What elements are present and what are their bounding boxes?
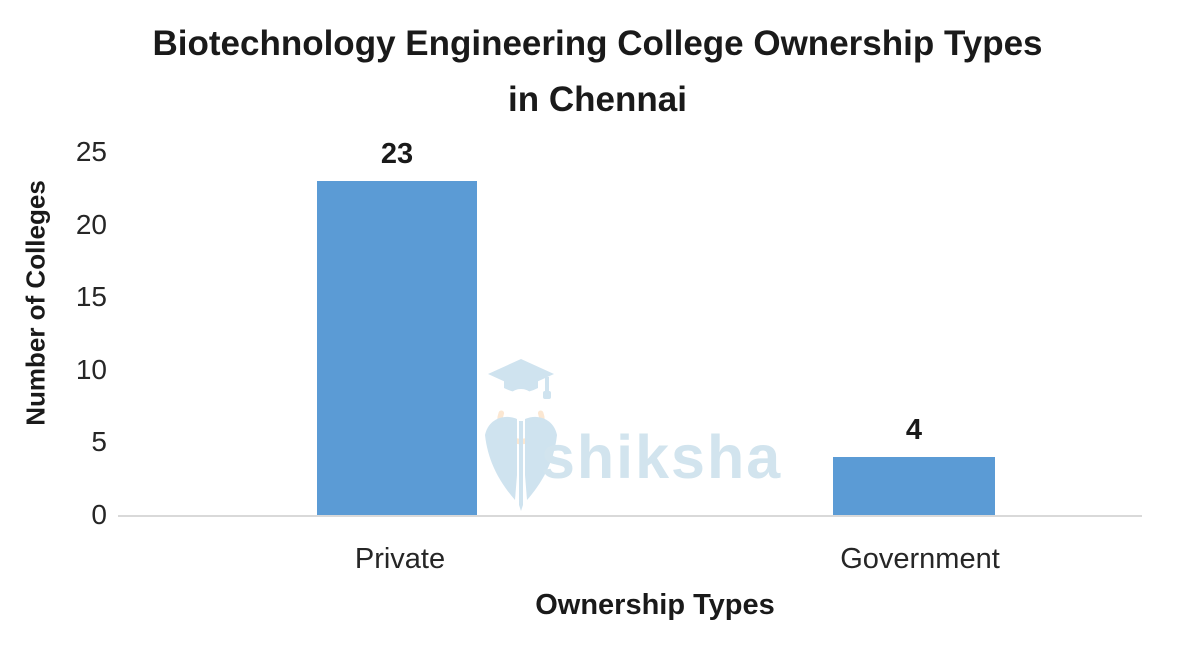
bar-government bbox=[833, 456, 995, 515]
shiksha-wordmark: shiksha bbox=[541, 423, 783, 491]
y-tick-label-25: 25 bbox=[75, 136, 107, 167]
pen-nib-icon bbox=[485, 416, 557, 511]
y-tick-label-15: 15 bbox=[75, 281, 107, 313]
y-tick-label-20: 20 bbox=[75, 208, 107, 240]
bar-value-label-government: 4 bbox=[905, 413, 923, 446]
shiksha-logo-icon bbox=[485, 359, 557, 511]
chart-title-line-2: in Chennai bbox=[508, 80, 687, 119]
chart-title-line-1: Biotechnology Engineering College Owners… bbox=[152, 24, 1043, 63]
y-tick-label-5: 5 bbox=[91, 426, 107, 458]
x-tick-label-government: Government bbox=[840, 543, 1000, 575]
x-tick-label-private: Private bbox=[354, 543, 446, 575]
bar-value-label-private: 23 bbox=[380, 138, 414, 171]
x-axis-title: Ownership Types bbox=[535, 589, 775, 621]
y-tick-label-10: 10 bbox=[75, 353, 107, 385]
bar-private bbox=[317, 181, 477, 515]
chart-title: Biotechnology Engineering College Owners… bbox=[0, 16, 1195, 128]
graduation-cap-icon bbox=[488, 359, 554, 399]
x-axis-line bbox=[118, 515, 1142, 517]
logo-head bbox=[505, 389, 537, 421]
y-tick-label-0: 0 bbox=[91, 499, 107, 530]
